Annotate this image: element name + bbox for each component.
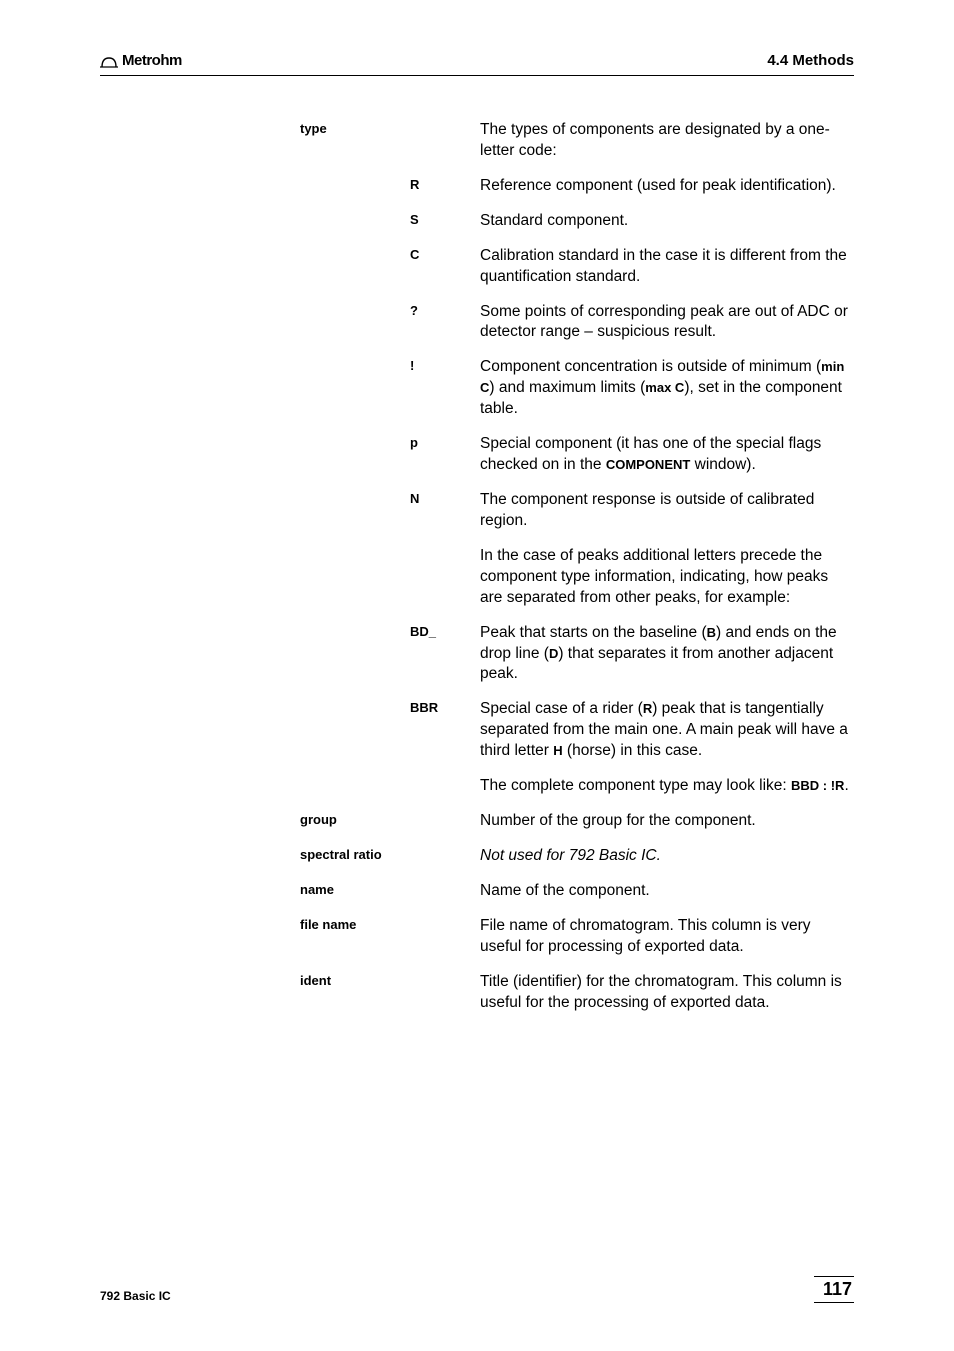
definition-description: Some points of corresponding peak are ou… [480, 302, 854, 344]
definition-description: Peak that starts on the baseline (B) and… [480, 623, 854, 686]
inline-code: max C [645, 380, 684, 395]
definition-term: type [300, 120, 480, 162]
definition-row: nameName of the component. [300, 881, 854, 902]
definition-row: !Component concentration is outside of m… [300, 357, 854, 420]
definition-term: ? [300, 302, 480, 344]
definition-description: Component concentration is outside of mi… [480, 357, 854, 420]
definition-term: S [300, 211, 480, 232]
definition-description: The types of components are designated b… [480, 120, 854, 162]
definition-description: Standard component. [480, 211, 854, 232]
definition-description: In the case of peaks additional letters … [480, 546, 854, 609]
definition-row: spectral ratioNot used for 792 Basic IC. [300, 846, 854, 867]
definition-description: Reference component (used for peak ident… [480, 176, 854, 197]
definition-row: BBRSpecial case of a rider (R) peak that… [300, 699, 854, 762]
inline-code: B [707, 625, 716, 640]
section-label: 4.4 Methods [767, 52, 854, 69]
definition-row: groupNumber of the group for the compone… [300, 811, 854, 832]
definition-row: pSpecial component (it has one of the sp… [300, 434, 854, 476]
page-number: 117 [814, 1276, 854, 1303]
brand-icon [100, 54, 118, 68]
definition-description: Special component (it has one of the spe… [480, 434, 854, 476]
inline-code: R [643, 701, 652, 716]
definition-row: In the case of peaks additional letters … [300, 546, 854, 609]
definition-description: File name of chromatogram. This column i… [480, 916, 854, 958]
definition-term: file name [300, 916, 480, 958]
definition-description: Number of the group for the component. [480, 811, 854, 832]
definition-term: C [300, 246, 480, 288]
definition-term: ! [300, 357, 480, 420]
definition-term: BD_ [300, 623, 480, 686]
page-footer: 792 Basic IC 117 [100, 1276, 854, 1303]
definition-term: spectral ratio [300, 846, 480, 867]
definition-row: RReference component (used for peak iden… [300, 176, 854, 197]
definition-term: BBR [300, 699, 480, 762]
definition-term: p [300, 434, 480, 476]
definition-description: Title (identifier) for the chromatogram.… [480, 972, 854, 1014]
definition-description: Not used for 792 Basic IC. [480, 846, 854, 867]
brand-logo: Metrohm [100, 52, 182, 69]
definition-row: file nameFile name of chromatogram. This… [300, 916, 854, 958]
content-body: typeThe types of components are designat… [300, 120, 854, 1014]
definition-row: CCalibration standard in the case it is … [300, 246, 854, 288]
definition-term: N [300, 490, 480, 532]
definition-description: The component response is outside of cal… [480, 490, 854, 532]
definition-row: The complete component type may look lik… [300, 776, 854, 797]
definition-description: Calibration standard in the case it is d… [480, 246, 854, 288]
definition-row: NThe component response is outside of ca… [300, 490, 854, 532]
brand-name: Metrohm [122, 52, 182, 69]
inline-code: D [549, 646, 558, 661]
definition-description: The complete component type may look lik… [480, 776, 854, 797]
definition-term: group [300, 811, 480, 832]
definition-term: name [300, 881, 480, 902]
definition-row: identTitle (identifier) for the chromato… [300, 972, 854, 1014]
definition-term [300, 776, 480, 797]
page-header: Metrohm 4.4 Methods [100, 52, 854, 76]
definition-description: Name of the component. [480, 881, 854, 902]
definition-row: BD_Peak that starts on the baseline (B) … [300, 623, 854, 686]
footer-product: 792 Basic IC [100, 1289, 171, 1303]
definition-row: SStandard component. [300, 211, 854, 232]
definition-term: R [300, 176, 480, 197]
definition-row: ?Some points of corresponding peak are o… [300, 302, 854, 344]
definition-term: ident [300, 972, 480, 1014]
inline-code: H [553, 743, 562, 758]
inline-code: COMPONENT [606, 457, 691, 472]
inline-code: BBD : !R [791, 778, 844, 793]
definition-term [300, 546, 480, 609]
definition-description: Special case of a rider (R) peak that is… [480, 699, 854, 762]
definition-row: typeThe types of components are designat… [300, 120, 854, 162]
